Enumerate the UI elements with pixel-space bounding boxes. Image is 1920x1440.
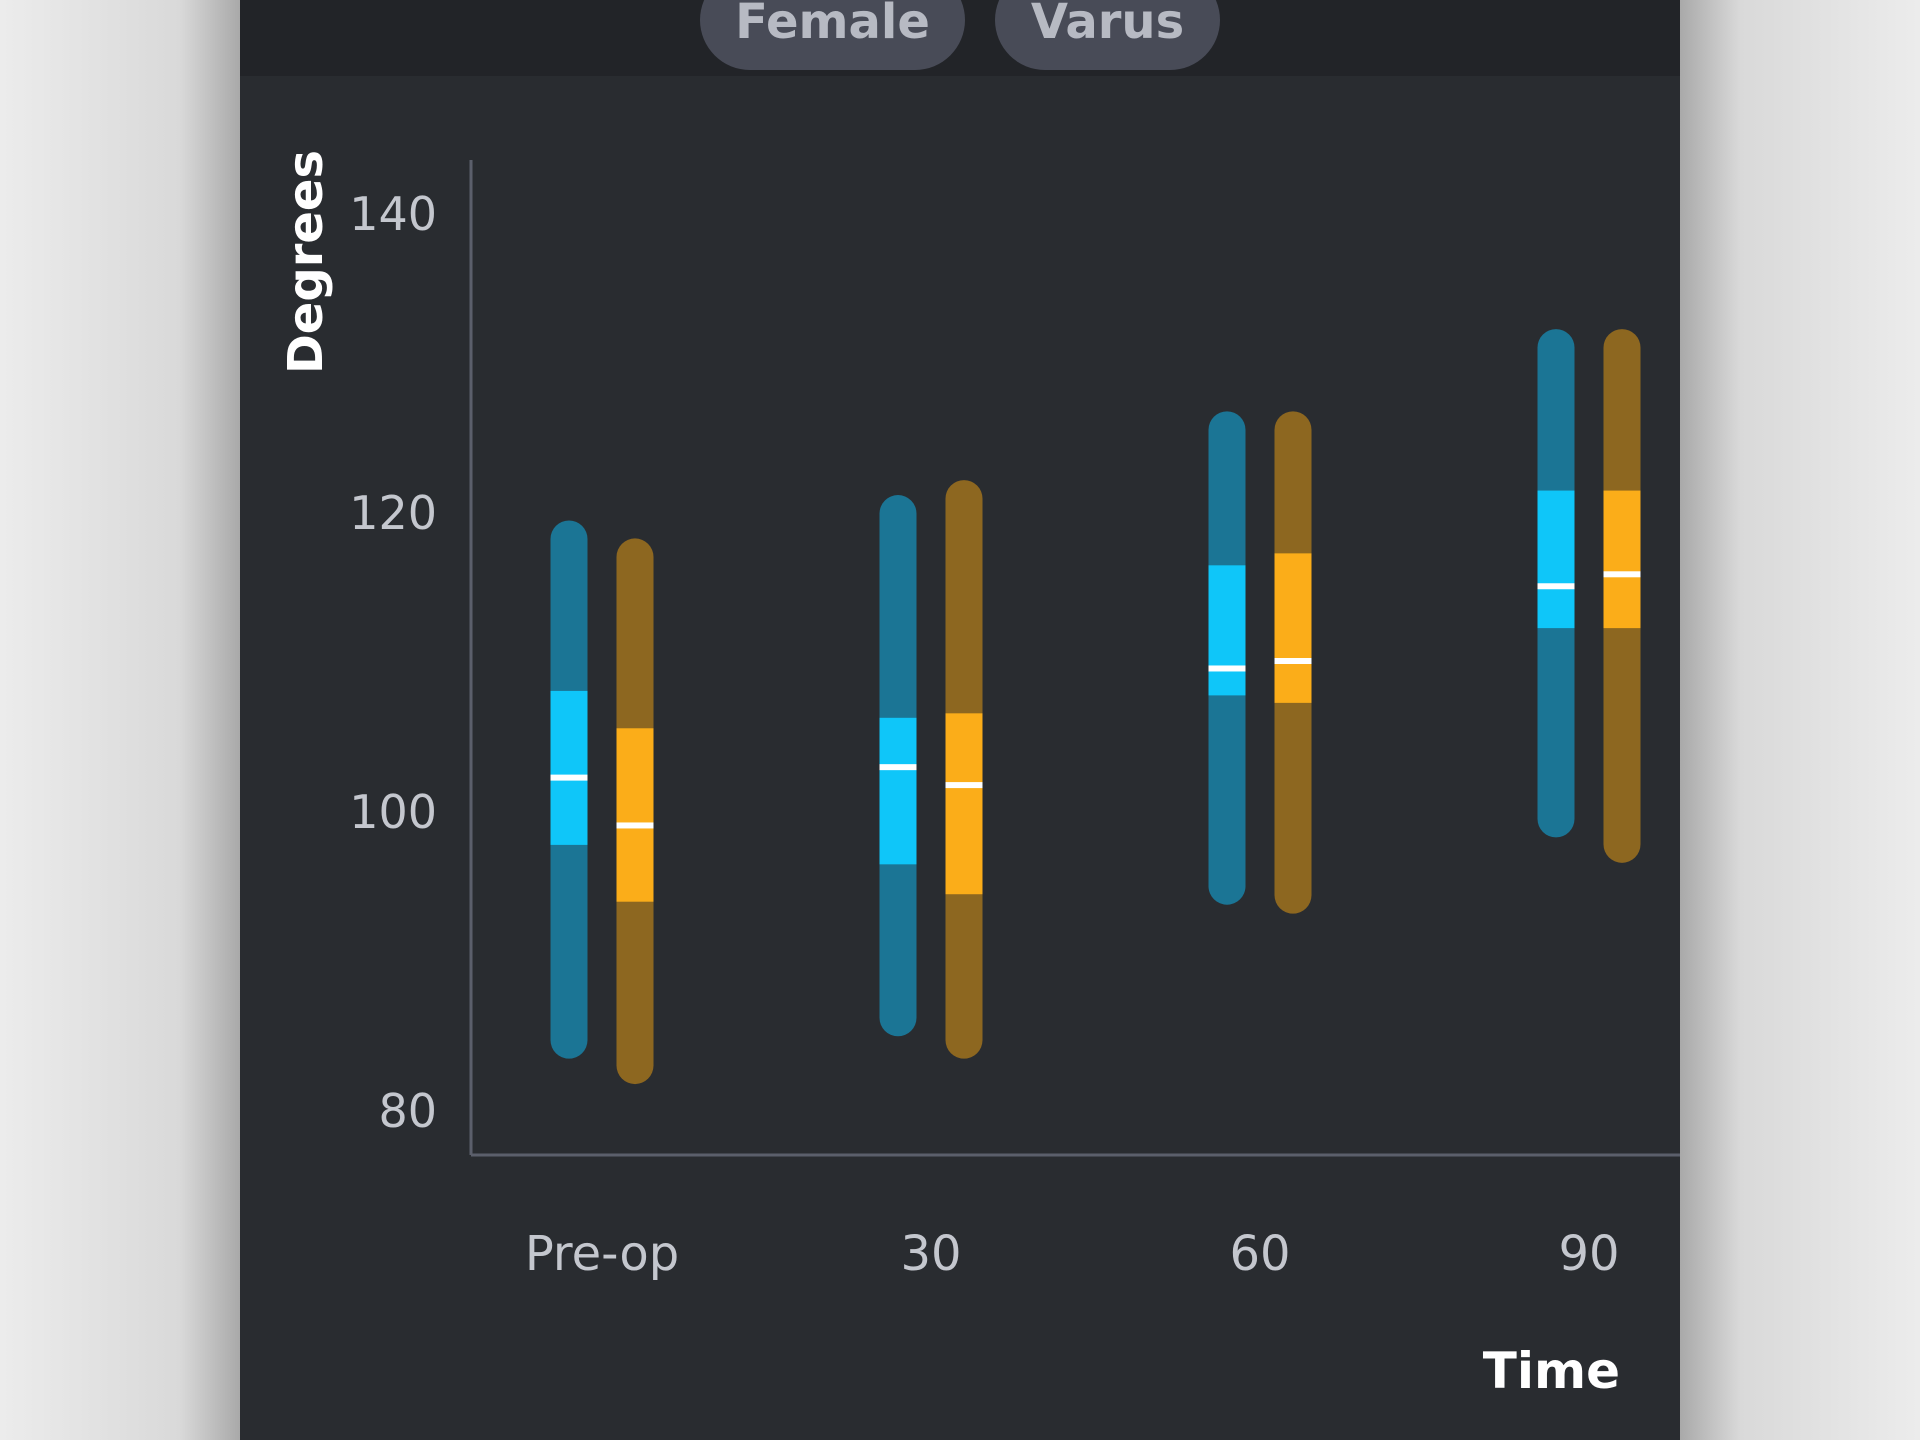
x-tick-label: 30: [900, 1226, 961, 1282]
median-line: [1537, 583, 1575, 590]
y-tick-label: 140: [349, 187, 437, 241]
x-tick-label: 90: [1558, 1226, 1619, 1282]
x-tick-label: Pre-op: [525, 1226, 679, 1282]
iqr-box: [945, 713, 983, 895]
app-screen: Female Varus: [240, 0, 1680, 1440]
iqr-box: [550, 690, 588, 845]
median-line: [1274, 658, 1312, 665]
filter-bar: Female Varus: [240, 0, 1680, 76]
iqr-box: [1274, 553, 1312, 703]
chart-axes: [469, 160, 1680, 1157]
y-tick-label: 80: [378, 1084, 437, 1138]
iqr-box: [879, 717, 917, 865]
y-tick-label: 100: [349, 785, 437, 839]
median-line: [550, 774, 588, 781]
iqr-box: [1537, 490, 1575, 629]
iqr-box: [1603, 490, 1641, 629]
median-line: [1603, 571, 1641, 578]
filter-chip-varus[interactable]: Varus: [995, 0, 1220, 70]
filter-chip-female[interactable]: Female: [700, 0, 965, 70]
x-tick-label: 60: [1229, 1226, 1290, 1282]
median-line: [945, 782, 983, 789]
box-plot-marks: [550, 329, 1641, 1085]
y-axis-label: Degrees: [278, 150, 334, 374]
iqr-box: [1208, 565, 1246, 696]
iqr-box: [616, 728, 654, 902]
y-tick-labels: 80 100 120 140: [349, 187, 437, 1138]
x-axis-label: Time: [1483, 1342, 1620, 1400]
median-line: [1208, 665, 1246, 672]
median-line: [616, 822, 654, 829]
y-tick-label: 120: [349, 486, 437, 540]
median-line: [879, 764, 917, 771]
x-category-labels: Pre-op 30 60 90: [525, 1226, 1620, 1282]
